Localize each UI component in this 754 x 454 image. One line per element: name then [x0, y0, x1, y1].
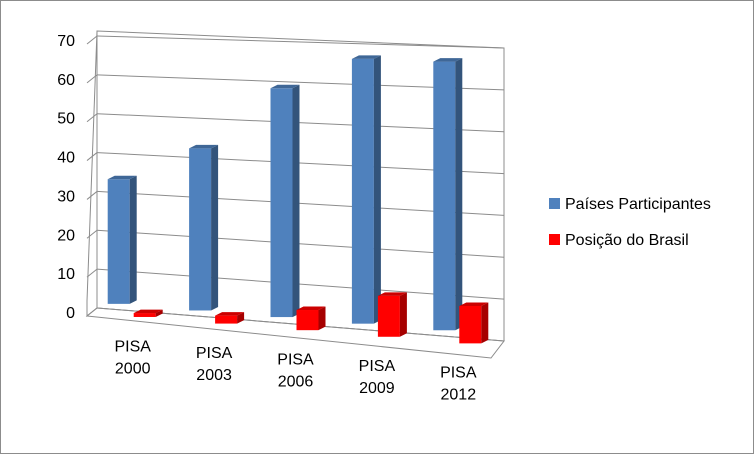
x-tick-label: 2006 [278, 374, 314, 391]
bar-side [455, 58, 463, 331]
x-tick-label: PISA [359, 358, 396, 375]
y-tick-mark [86, 307, 98, 317]
x-tick-label: PISA [196, 345, 233, 362]
x-tick-label: PISA [440, 365, 477, 382]
legend-label: Países Participantes [565, 196, 711, 213]
bar-side [373, 55, 381, 324]
bar-top [189, 144, 219, 149]
y-tick-label: 30 [57, 188, 75, 205]
bar [133, 313, 156, 317]
y-tick-mark [86, 35, 98, 45]
y-tick-mark [86, 152, 98, 161]
bar [433, 61, 456, 331]
x-tick-label: 2003 [196, 367, 232, 384]
bar-side [129, 175, 137, 304]
x-tick-label: 2000 [115, 360, 151, 377]
y-tick-label: 20 [57, 227, 75, 244]
bar [377, 295, 400, 337]
bar [189, 148, 212, 311]
bar-side [481, 302, 489, 344]
y-tick-mark [86, 74, 98, 84]
bar-top [459, 302, 489, 307]
x-axis-labels: PISA 2000 PISA 2003 PISA 2006 PISA 2009 PISA 2012 [114, 338, 476, 403]
legend-label: Posição do Brasil [565, 232, 689, 249]
bar-top [215, 312, 245, 316]
legend-swatch [549, 198, 560, 209]
y-tick-mark [86, 113, 98, 123]
y-tick-label: 70 [57, 33, 75, 50]
bars [107, 55, 489, 344]
y-tick-label: 50 [57, 111, 75, 128]
x-tick-label: 2012 [441, 387, 477, 404]
bar-side [399, 292, 407, 337]
bar-top [107, 175, 137, 180]
bar-top [351, 55, 381, 59]
bar [215, 315, 238, 324]
bar-side [155, 309, 163, 317]
y-tick-label: 40 [57, 150, 75, 167]
y-tick-label: 60 [57, 72, 75, 89]
gridline [96, 35, 505, 49]
legend-swatch [549, 234, 560, 245]
bar-side [237, 312, 245, 324]
x-tick-label: PISA [114, 338, 151, 355]
bar-top [433, 58, 463, 62]
bar-top [133, 309, 163, 314]
y-tick-mark [86, 191, 98, 200]
y-tick-mark [86, 268, 98, 278]
bar-top [296, 306, 326, 311]
bar [107, 179, 130, 304]
bar [270, 88, 293, 318]
x-tick-label: PISA [277, 352, 314, 369]
bar [459, 306, 482, 344]
bar [351, 58, 374, 324]
bar-side [211, 144, 219, 311]
bar-side [318, 306, 326, 331]
legend: Países Participantes Posição do Brasil [549, 196, 711, 249]
y-axis-ticks: 0 10 20 30 40 50 60 70 [57, 33, 75, 322]
x-tick-label: 2009 [359, 380, 395, 397]
bar-side [292, 84, 300, 318]
y-tick-label: 0 [66, 305, 75, 322]
bar-top [377, 292, 407, 296]
bar [296, 310, 319, 331]
bar-top [270, 84, 300, 89]
y-tick-label: 10 [57, 266, 75, 283]
y-tick-mark [86, 229, 98, 239]
